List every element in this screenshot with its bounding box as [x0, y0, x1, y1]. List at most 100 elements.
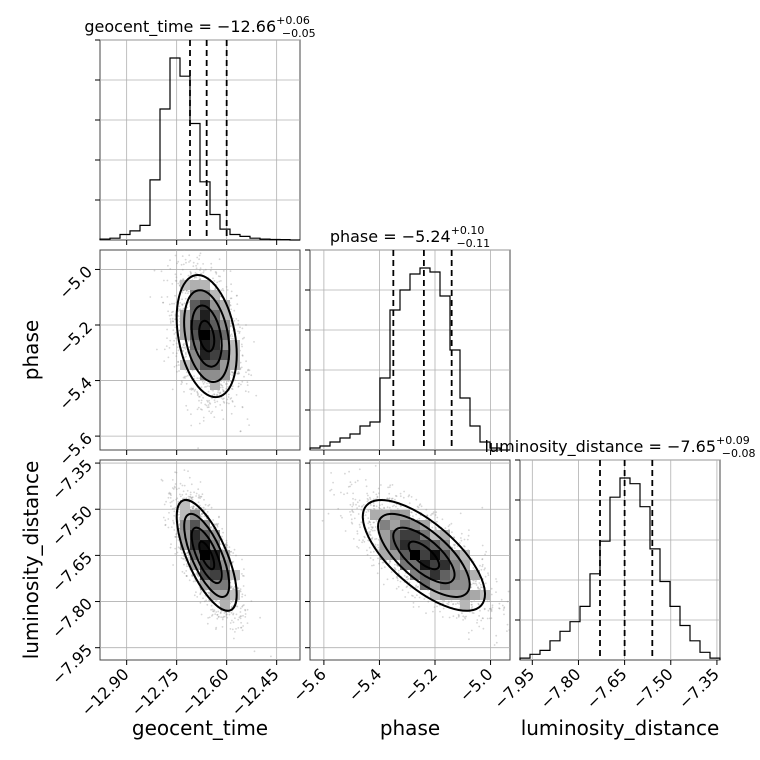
sample-point — [187, 292, 189, 295]
sample-point — [174, 536, 177, 539]
sample-point — [166, 279, 169, 282]
sample-point — [190, 506, 193, 508]
sample-point — [253, 650, 256, 653]
sample-point — [191, 574, 194, 576]
sample-point — [174, 254, 177, 257]
sample-point — [207, 504, 210, 507]
sample-point — [231, 385, 234, 388]
sample-point — [219, 543, 222, 545]
sample-point — [169, 268, 172, 270]
sample-point — [217, 522, 220, 525]
sample-point — [183, 572, 186, 575]
sample-point — [183, 484, 186, 487]
sample-point — [198, 395, 201, 398]
sample-point — [195, 264, 198, 267]
sample-point — [195, 507, 198, 510]
sample-point — [212, 277, 214, 280]
sample-point — [230, 585, 233, 588]
sample-point — [221, 616, 224, 619]
sample-point — [170, 505, 172, 508]
density-cell — [230, 360, 240, 370]
sample-point — [181, 291, 184, 294]
sample-point — [232, 587, 235, 589]
sample-point — [182, 278, 184, 281]
sample-point — [225, 539, 228, 542]
sample-point — [191, 575, 194, 577]
sample-point — [171, 311, 173, 314]
sample-point — [172, 310, 174, 313]
sample-point — [171, 508, 174, 510]
sample-point — [155, 243, 157, 245]
sample-point — [199, 278, 201, 280]
sample-point — [197, 393, 200, 395]
contour-1.5sigma — [183, 512, 231, 598]
sample-point — [160, 478, 163, 481]
sample-point — [217, 275, 220, 278]
sample-point — [238, 382, 240, 385]
sample-point — [149, 296, 152, 298]
sample-point — [181, 303, 184, 306]
sample-point — [183, 344, 185, 347]
sample-point — [215, 611, 218, 613]
sample-point — [241, 558, 243, 561]
sample-point — [237, 371, 240, 373]
sample-point — [162, 301, 164, 304]
sample-point — [226, 616, 229, 619]
sample-point — [235, 613, 238, 616]
sample-point — [191, 575, 194, 577]
sample-point — [396, 577, 399, 580]
sample-point — [240, 383, 242, 386]
sample-point — [225, 614, 228, 616]
sample-point — [174, 326, 177, 329]
sample-point — [214, 613, 217, 615]
sample-point — [182, 557, 184, 560]
sample-point — [226, 544, 229, 547]
sample-point — [175, 364, 178, 367]
sample-point — [193, 277, 196, 279]
sample-point — [183, 356, 186, 359]
sample-point — [220, 280, 222, 282]
sample-point — [236, 605, 239, 608]
scatter-phase-luminosity_distance — [321, 465, 510, 654]
sample-point — [229, 628, 232, 630]
sample-point — [231, 335, 234, 338]
sample-point — [214, 600, 217, 603]
sample-point — [191, 496, 194, 499]
sample-point — [199, 601, 202, 604]
sample-point — [209, 269, 212, 272]
sample-point — [177, 513, 180, 516]
sample-point — [206, 401, 209, 403]
sample-point — [183, 347, 186, 349]
sample-point — [183, 558, 185, 560]
sample-point — [225, 543, 228, 546]
sample-point — [228, 546, 231, 548]
sample-point — [182, 376, 185, 379]
sample-point — [212, 610, 214, 613]
sample-point — [222, 270, 225, 272]
sample-point — [174, 279, 177, 282]
sample-point — [189, 493, 192, 496]
sample-point — [232, 621, 235, 624]
density-cell — [190, 330, 200, 340]
sample-point — [173, 514, 176, 517]
sample-point — [221, 409, 224, 412]
sample-point — [173, 510, 176, 513]
sample-point — [240, 621, 243, 624]
sample-point — [190, 388, 193, 391]
sample-point — [215, 272, 218, 275]
density-cell — [210, 370, 220, 380]
sample-point — [223, 381, 226, 383]
sample-point — [196, 596, 199, 598]
sample-point — [199, 504, 201, 507]
sample-point — [184, 352, 187, 354]
sample-point — [219, 612, 222, 615]
sample-point — [181, 346, 184, 349]
sample-point — [221, 288, 224, 290]
density-cell — [200, 280, 210, 290]
sample-point — [213, 609, 216, 611]
sample-point — [187, 495, 190, 498]
sample-point — [247, 368, 250, 371]
sample-point — [221, 548, 224, 551]
sample-point — [168, 303, 171, 306]
